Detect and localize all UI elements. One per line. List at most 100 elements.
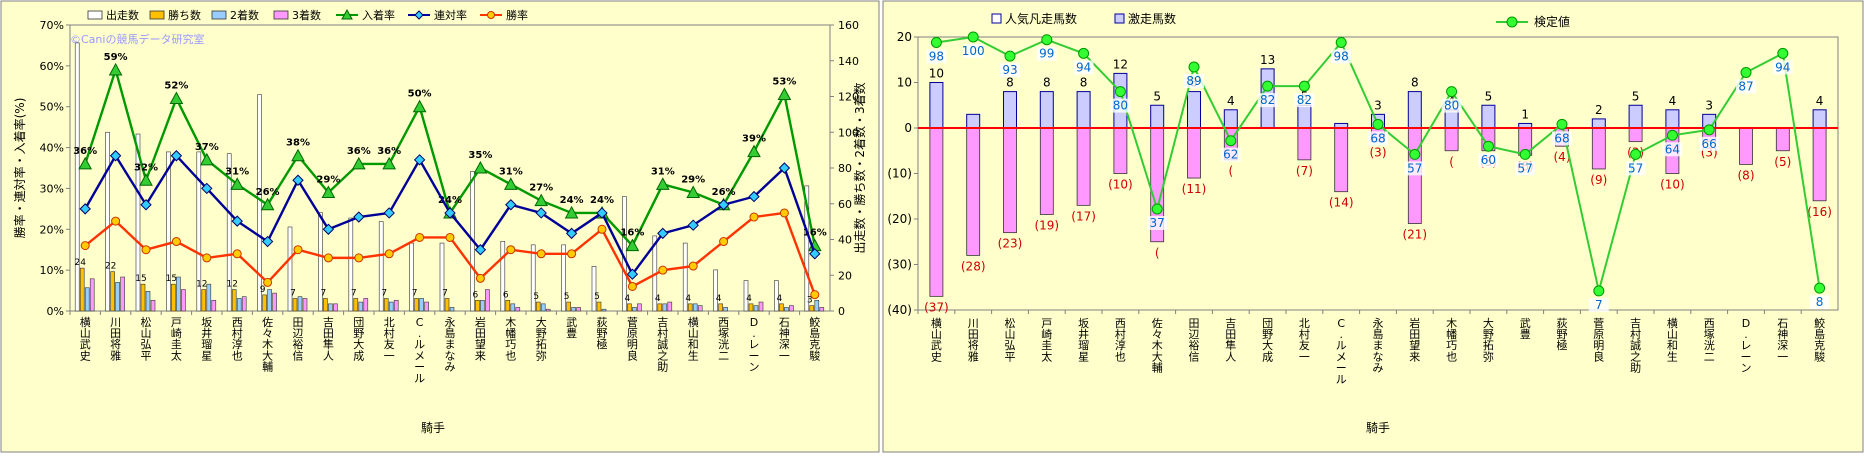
right-x-tick-label: 岩田望来 <box>1409 316 1420 364</box>
right-test-label-bg <box>1036 46 1057 61</box>
left-bar-0 <box>439 242 445 312</box>
right-test-label: 93 <box>1002 63 1017 77</box>
right-bar-positive <box>1628 104 1643 129</box>
right-bottom-label: ( <box>1228 164 1233 178</box>
left-top3-rate-label: 16% <box>620 228 644 239</box>
right-test-label-bg <box>1184 74 1204 89</box>
left-top3-rate-label: 39% <box>742 134 766 145</box>
left-point-triangle <box>564 205 579 219</box>
left-point-triangle <box>351 156 366 170</box>
right-legend-marker <box>1506 16 1518 28</box>
right-test-label: 98 <box>1334 49 1349 63</box>
left-x-tick-label: 佐々木大輔 <box>262 315 273 374</box>
right-y-tick-label: (10) <box>887 167 912 181</box>
right-test-label-bg <box>1588 297 1609 312</box>
left-point-diamond <box>717 199 730 211</box>
left-y2-tick-label: 0 <box>838 305 845 318</box>
right-bar-negative <box>1407 127 1422 224</box>
right-test-label-bg <box>1515 161 1536 176</box>
left-y2-tick-label: 120 <box>838 91 859 104</box>
right-bottom-label: ( <box>1449 155 1454 169</box>
right-y-tick-label: (20) <box>887 212 912 226</box>
right-y-tick-label: 0 <box>904 121 912 135</box>
right-bottom-label: (11) <box>1182 182 1207 196</box>
right-test-point <box>1740 66 1752 78</box>
right-test-point <box>1519 148 1531 160</box>
left-point-diamond <box>109 150 122 162</box>
left-point-circle <box>810 290 820 300</box>
left-point-diamond <box>474 244 487 256</box>
left-bar-3 <box>302 298 308 312</box>
left-bar-3 <box>485 289 490 312</box>
right-test-point <box>1814 282 1826 294</box>
right-test-point <box>1335 36 1347 48</box>
left-win-count-label: 12 <box>226 280 237 290</box>
right-bar-negative <box>1003 127 1017 234</box>
right-test-point <box>1372 118 1384 130</box>
right-test-label-bg <box>1147 215 1168 230</box>
left-point-circle <box>202 253 212 263</box>
left-bar-0 <box>166 151 171 312</box>
left-y2-tick-label: 100 <box>838 126 859 139</box>
left-top3-rate-label: 37% <box>195 142 219 153</box>
left-bar-2 <box>723 307 728 312</box>
right-test-point <box>1777 47 1789 59</box>
right-x-axis-title: 騎手 <box>1366 421 1390 435</box>
left-point-circle <box>749 212 759 222</box>
right-test-label: 82 <box>1297 93 1312 107</box>
left-bar-2 <box>267 289 272 312</box>
left-bar-2 <box>632 307 637 312</box>
left-win-count-label: 7 <box>442 288 448 298</box>
left-legend-label: 勝率 <box>506 8 528 22</box>
right-test-point <box>1151 203 1163 215</box>
left-x-tick-label: 武豊 <box>566 316 577 340</box>
left-y-tick-label: 10% <box>40 264 64 277</box>
left-win-count-label: 5 <box>533 292 539 302</box>
left-bar-1 <box>140 283 146 312</box>
left-bar-2 <box>358 301 364 312</box>
right-test-label-bg <box>963 44 984 58</box>
left-legend-label: 連対率 <box>434 8 467 22</box>
left-bar-1 <box>383 298 389 312</box>
right-test-point <box>1114 86 1126 98</box>
right-bar-positive <box>1481 104 1496 129</box>
left-legend-marker <box>487 11 495 19</box>
left-win-count-label: 4 <box>625 294 631 304</box>
right-test-label: 57 <box>1407 161 1422 175</box>
right-bottom-label: (10) <box>1660 178 1685 192</box>
left-bar-1 <box>231 289 237 312</box>
left-x-tick-label: 横山和生 <box>688 315 699 363</box>
left-top3-rate-label: 36% <box>347 146 371 157</box>
left-top3-rate-label: 24% <box>438 195 462 206</box>
left-point-triangle <box>382 156 397 170</box>
left-point-triangle <box>139 173 153 186</box>
left-point-triangle <box>321 185 336 199</box>
right-test-label: 99 <box>1039 47 1054 61</box>
right-test-label: 87 <box>1738 79 1753 93</box>
right-bar-negative <box>1039 127 1054 215</box>
left-bar-1 <box>779 303 784 312</box>
left-bar-0 <box>348 217 354 312</box>
right-top-label: 8 <box>1006 76 1014 90</box>
left-point-diamond <box>809 248 821 260</box>
left-bar-0 <box>774 280 779 312</box>
right-bar-positive <box>1076 91 1091 129</box>
right-bottom-label: (19) <box>1034 218 1059 232</box>
right-x-tick-label: 川田将雅 <box>968 317 979 364</box>
left-bar-1 <box>110 271 115 312</box>
left-plot-area: 0% 10% 20% 30% 40% 50% 60% 70% 0 20 40 60 80 100 120 14… <box>40 19 859 385</box>
left-point-triangle <box>169 91 184 105</box>
left-x-tick-label: 川田将雅 <box>110 316 121 363</box>
right-test-label-bg <box>1662 142 1683 157</box>
right-test-label-bg <box>926 49 947 64</box>
right-bottom-label: (37) <box>924 300 949 314</box>
left-top3-rate-label: 24% <box>560 195 584 206</box>
right-legend-label: 激走馬数 <box>1128 11 1176 26</box>
left-win-count-label: 4 <box>655 294 661 304</box>
right-test-point <box>1482 140 1494 152</box>
right-test-label: 89 <box>1186 74 1201 88</box>
left-top3-rate-label: 26% <box>256 187 280 198</box>
left-point-diamond <box>687 219 699 231</box>
left-bar-0 <box>318 212 323 312</box>
